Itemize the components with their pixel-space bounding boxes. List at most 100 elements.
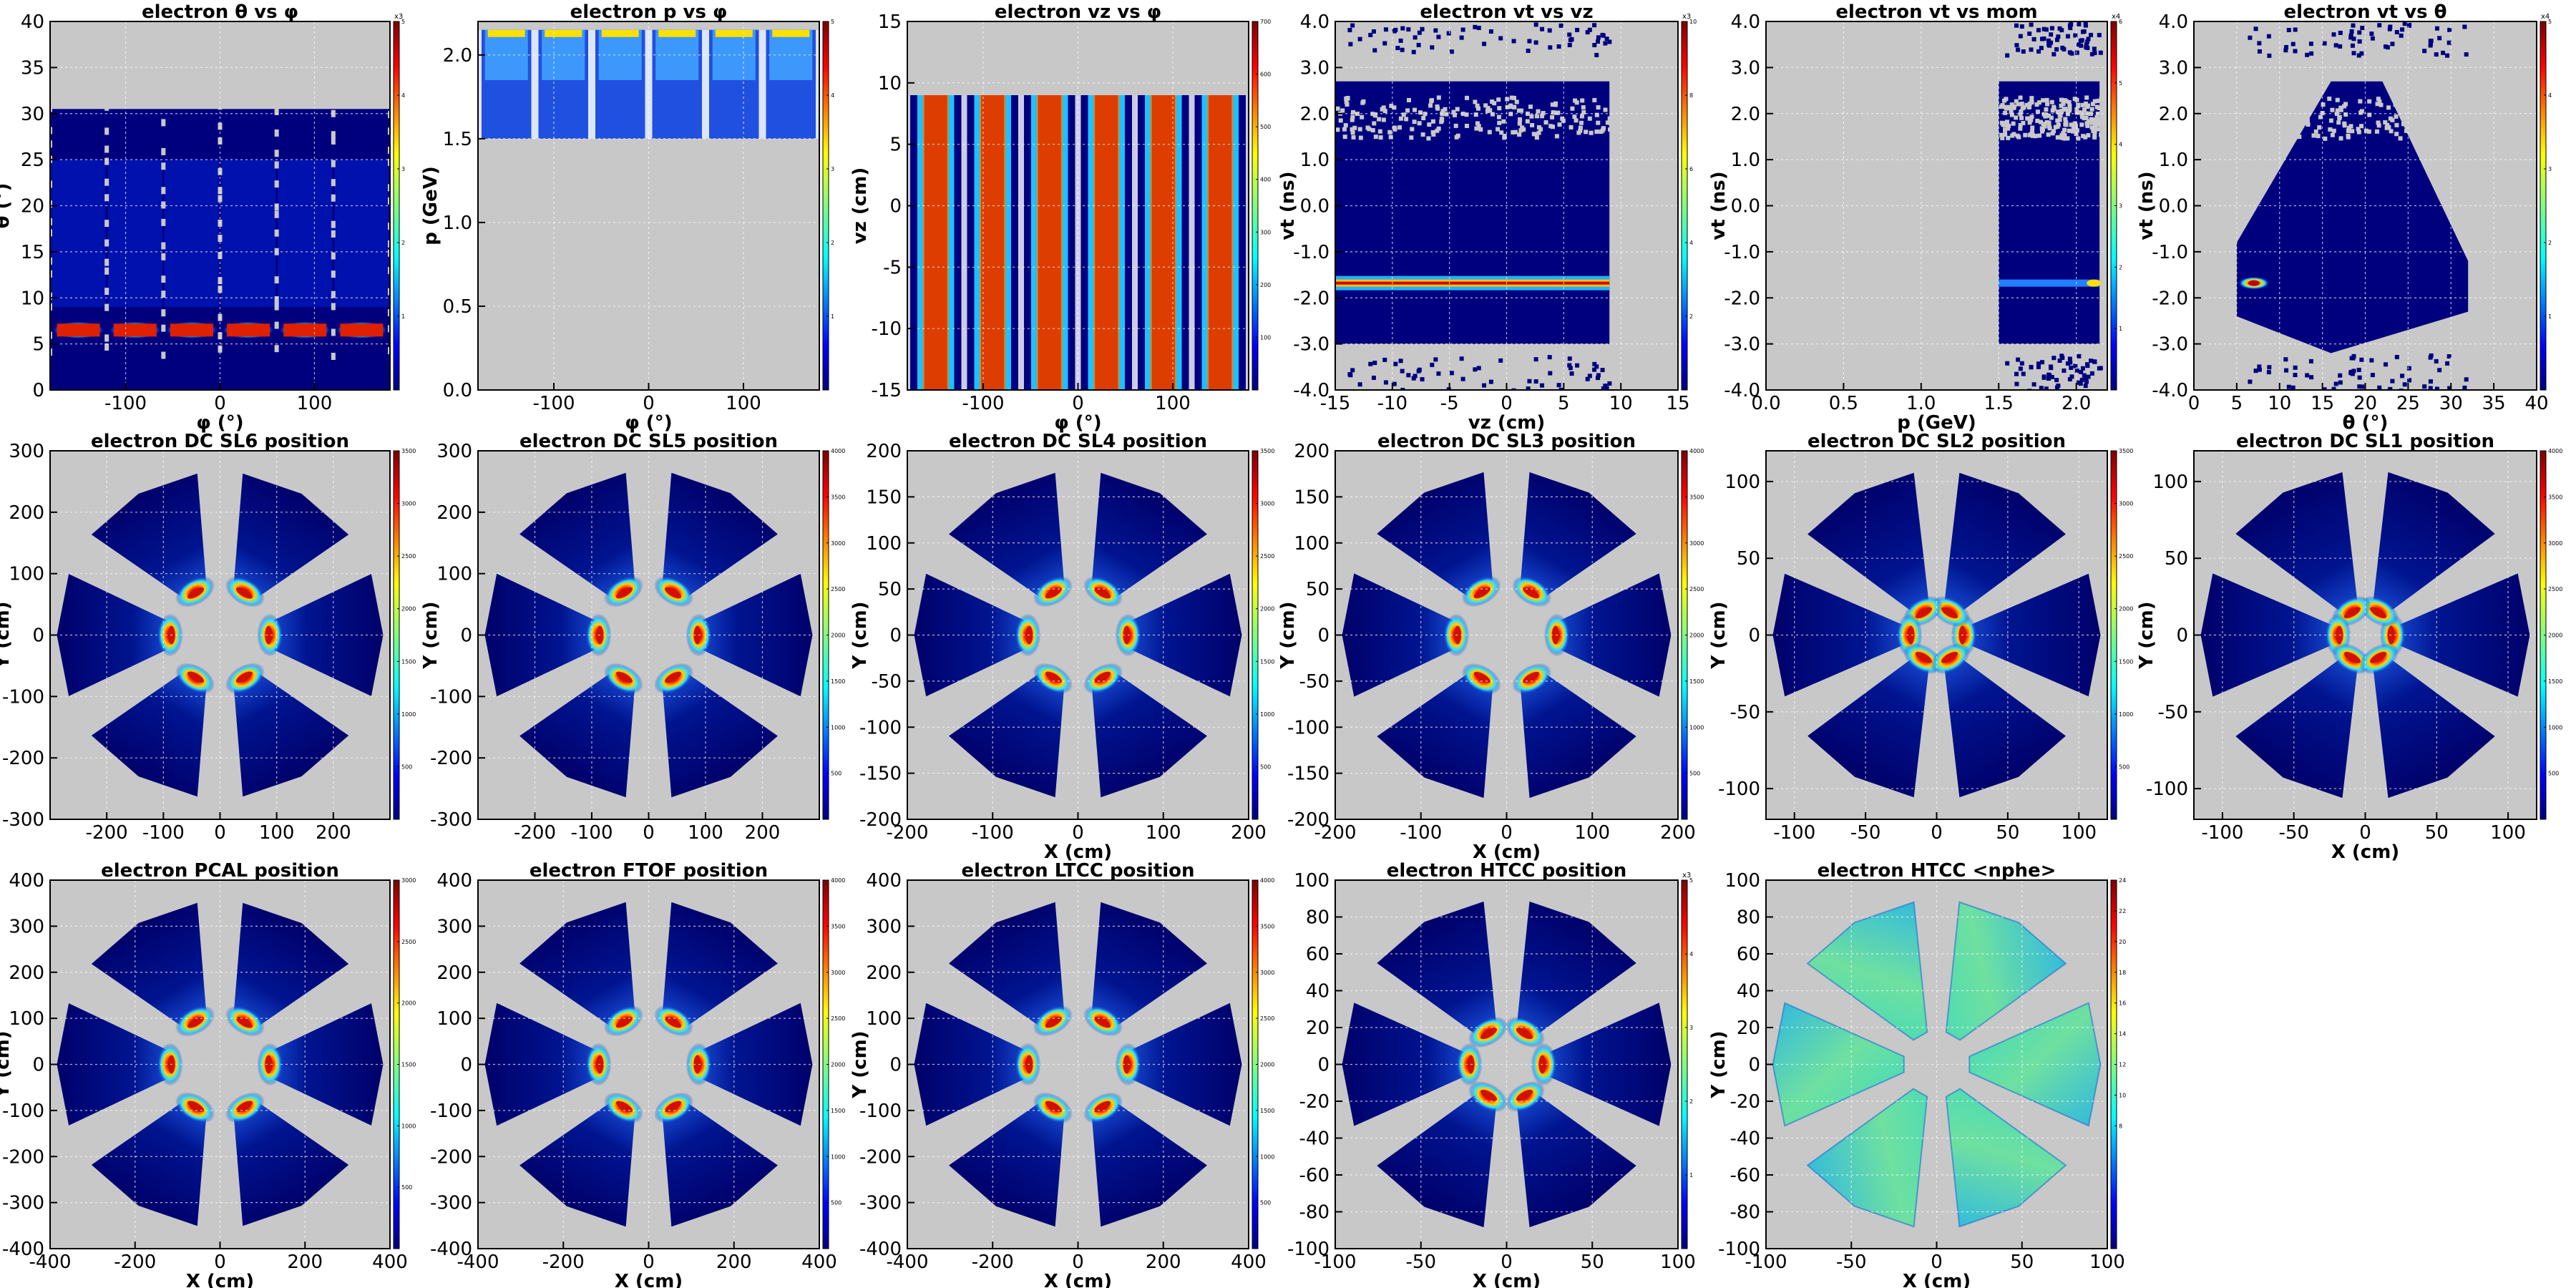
sector-fill — [233, 669, 349, 797]
sparse-bin — [1473, 112, 1478, 117]
sparse-bin — [1372, 361, 1377, 366]
sparse-bin — [2399, 111, 2404, 116]
sparse-bin — [2067, 356, 2072, 361]
chart-title: electron DC SL1 position — [2236, 431, 2494, 452]
x-tick-label: 40 — [2524, 393, 2548, 414]
sparse-bin — [2014, 23, 2019, 28]
y-tick-label: 1.5 — [443, 129, 472, 150]
colorbar-tick-label: 500 — [401, 1184, 412, 1191]
hot-spot — [693, 1055, 701, 1074]
x-tick-label: 100 — [2061, 822, 2097, 844]
x-tick-label: -5 — [1440, 393, 1459, 414]
detector-sector — [1342, 1002, 1483, 1126]
y-tick-label: -4.0 — [1724, 380, 1760, 401]
sparse-bin — [1561, 118, 1566, 123]
sparse-bin — [2046, 132, 2051, 137]
sparse-bin — [1413, 374, 1418, 379]
sparse-bin — [1426, 136, 1431, 141]
y-tick-label: 80 — [1306, 907, 1330, 929]
hot-spot — [57, 323, 100, 337]
x-tick-label: 100 — [1660, 1252, 1696, 1273]
hot-spot — [1915, 651, 1933, 663]
plot-area — [478, 21, 819, 390]
sparse-bin — [2309, 375, 2314, 380]
sparse-bin — [1596, 39, 1601, 44]
colorbar-tick-label: 1 — [401, 313, 405, 320]
sparse-bin — [2059, 103, 2064, 108]
sparse-bin — [2084, 379, 2089, 384]
sparse-bin — [2343, 112, 2348, 117]
sparse-bin — [2267, 365, 2272, 370]
sparse-bin — [2293, 373, 2298, 378]
density-band — [484, 29, 528, 80]
sparse-bin — [2019, 24, 2024, 29]
sparse-bin — [2089, 120, 2094, 125]
sparse-bin — [1572, 114, 1577, 119]
x-tick-label: 200 — [1660, 822, 1696, 844]
sparse-bin — [2067, 50, 2072, 55]
sparse-bin — [2377, 385, 2382, 390]
sector-fill — [233, 902, 349, 1030]
colorbar-tick-label: 1000 — [2548, 724, 2562, 731]
sparse-bin — [2266, 34, 2271, 39]
x-tick-label: -100 — [104, 393, 147, 414]
sparse-bin — [1377, 117, 1382, 122]
sparse-bin — [1459, 35, 1464, 40]
sparse-bin — [2062, 127, 2067, 132]
x-tick-label: 0.0 — [1751, 393, 1780, 414]
sparse-bin — [1567, 42, 1572, 47]
hot-spot — [1473, 671, 1491, 683]
hot-spot — [1480, 1028, 1498, 1040]
x-tick-label: 100 — [1574, 822, 1610, 844]
sector-fill — [1959, 573, 2101, 697]
chart-panel: -200 -100 0 100 200-200-150-100-500501001502… — [1277, 431, 1704, 863]
sparse-bin — [2060, 356, 2065, 361]
sector-fill — [1091, 902, 1207, 1030]
sparse-bin — [2076, 42, 2081, 47]
y-tick-label: 0 — [1748, 1055, 1760, 1076]
hot-spot — [665, 1016, 682, 1028]
y-tick-label: 20 — [1306, 1018, 1330, 1039]
gap-mark — [331, 160, 336, 167]
x-tick-label: -400 — [886, 1252, 928, 1273]
sparse-bin — [2412, 103, 2417, 108]
sparse-bin — [2049, 99, 2054, 104]
sparse-bin — [2033, 134, 2038, 139]
y-tick-label: -10 — [872, 318, 902, 340]
y-tick-label: 40 — [1306, 981, 1330, 1002]
sparse-bin — [2240, 106, 2245, 111]
sparse-bin — [1382, 357, 1387, 362]
sparse-bin — [2073, 33, 2078, 38]
sparse-bin — [2264, 109, 2269, 114]
sparse-bin — [2350, 43, 2355, 48]
y-tick-label: 100 — [2152, 472, 2188, 493]
y-tick-label: -50 — [2158, 702, 2188, 723]
sparse-bin — [2250, 127, 2255, 132]
sparse-bin — [2057, 117, 2062, 122]
y-tick-label: -3.0 — [1724, 334, 1760, 356]
hot-spot — [665, 671, 682, 683]
sparse-bin — [1350, 23, 1355, 28]
x-tick-label: 50 — [2425, 822, 2449, 844]
sparse-bin — [1411, 376, 1416, 381]
sparse-bin — [2080, 366, 2085, 371]
sparse-bin — [2369, 358, 2374, 363]
colorbar-tick-label: 1500 — [831, 1108, 845, 1114]
sparse-bin — [1603, 384, 1608, 389]
sector-fill — [1807, 1088, 1928, 1227]
sector-fill — [519, 472, 635, 601]
sparse-bin — [1382, 41, 1387, 46]
sparse-bin — [2385, 122, 2390, 127]
sparse-bin — [1574, 118, 1579, 123]
chart-title: electron DC SL2 position — [1807, 431, 2066, 452]
sparse-bin — [2308, 358, 2313, 364]
sparse-bin — [1533, 132, 1538, 137]
sparse-bin — [2014, 115, 2019, 120]
hot-spot — [2343, 607, 2361, 618]
sparse-bin — [1536, 130, 1541, 135]
sparse-bin — [1357, 127, 1362, 132]
hot-spot — [113, 323, 157, 337]
sparse-bin — [2428, 42, 2433, 47]
hot-spot — [665, 1101, 682, 1113]
